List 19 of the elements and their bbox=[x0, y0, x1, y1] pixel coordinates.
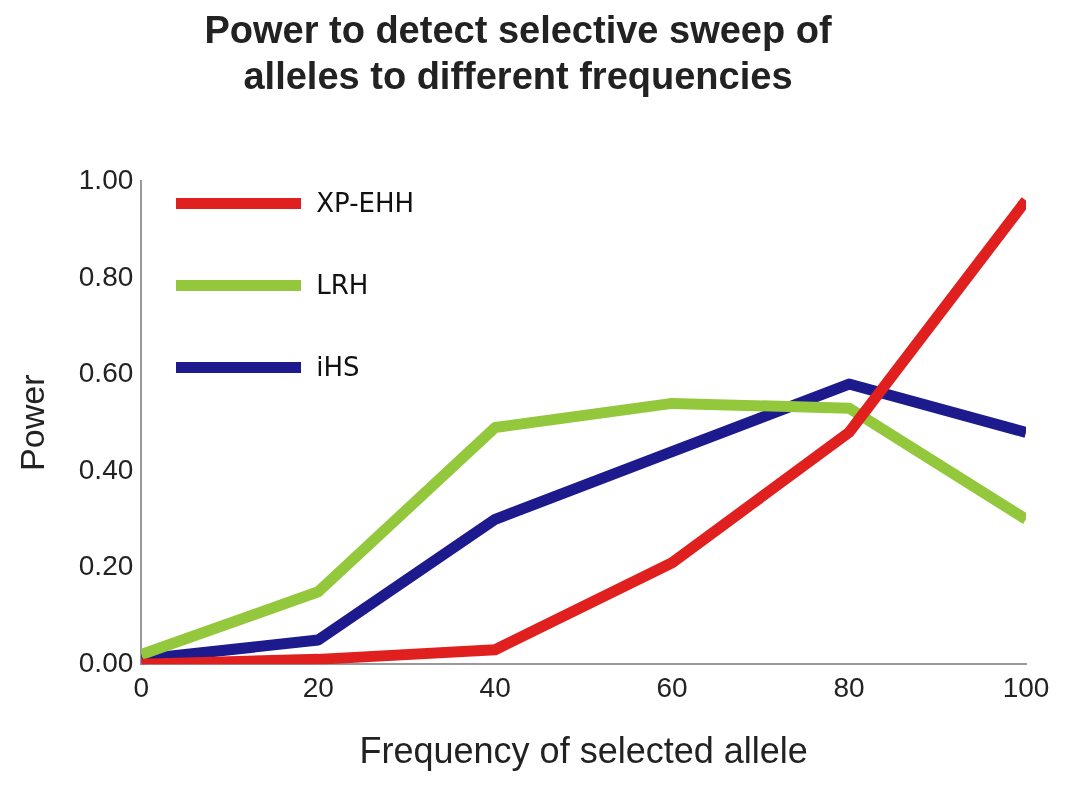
x-tick-label: 80 bbox=[833, 671, 865, 703]
legend-label: XP-EHH bbox=[316, 187, 415, 221]
x-tick-label: 0 bbox=[133, 671, 150, 703]
x-tick-label: 100 bbox=[1002, 671, 1050, 703]
y-tick-label: 0.60 bbox=[78, 357, 134, 389]
legend-label: iHS bbox=[316, 351, 360, 385]
y-tick-label: 0.00 bbox=[78, 646, 134, 678]
x-tick-label: 20 bbox=[302, 671, 334, 703]
text: alleles to different frequencies bbox=[243, 54, 793, 97]
x-axis-title: Frequency of selected allele bbox=[359, 730, 808, 772]
y-tick-label: 1.00 bbox=[78, 163, 134, 195]
y-tick-label: 0.20 bbox=[78, 550, 134, 582]
y-tick-label: 0.40 bbox=[78, 453, 134, 485]
text: Power to detect selective sweep of bbox=[204, 9, 832, 52]
x-tick-label: 60 bbox=[656, 671, 688, 703]
y-axis-title: Power bbox=[12, 374, 51, 471]
x-tick-label: 40 bbox=[479, 671, 511, 703]
legend-label: LRH bbox=[316, 269, 369, 303]
y-tick-label: 0.80 bbox=[78, 260, 134, 292]
